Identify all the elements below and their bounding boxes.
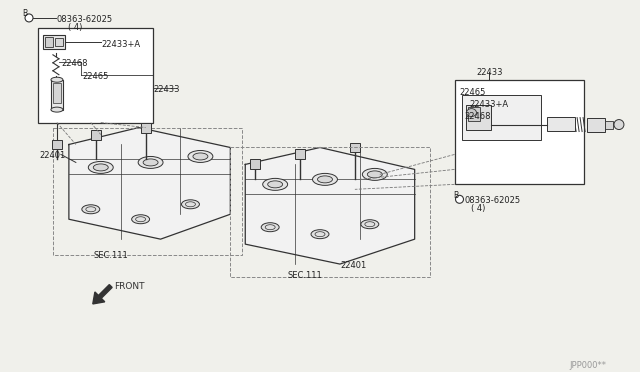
Bar [230, 147, 429, 277]
Bar [547, 116, 575, 131]
Bar [55, 38, 63, 46]
Circle shape [614, 119, 624, 129]
Ellipse shape [361, 220, 379, 229]
Text: 08363-62025: 08363-62025 [57, 15, 113, 24]
Bar [350, 142, 360, 153]
Text: ( 4): ( 4) [68, 23, 83, 32]
Ellipse shape [312, 173, 337, 185]
Bar [53, 128, 243, 255]
Text: 08363-62025: 08363-62025 [465, 196, 520, 205]
Text: SEC.111: SEC.111 [287, 271, 323, 280]
Ellipse shape [268, 181, 283, 188]
Text: 22468: 22468 [465, 112, 491, 121]
Ellipse shape [261, 223, 279, 232]
Bar [52, 140, 62, 150]
Bar [43, 35, 65, 49]
Bar [295, 150, 305, 160]
Bar [587, 118, 605, 132]
Ellipse shape [132, 215, 150, 224]
Ellipse shape [193, 153, 208, 160]
Text: 22465: 22465 [83, 72, 109, 81]
Ellipse shape [143, 159, 158, 166]
Ellipse shape [51, 107, 63, 112]
Circle shape [25, 14, 33, 22]
Ellipse shape [367, 171, 382, 178]
Text: JPP000**: JPP000** [569, 361, 606, 370]
Text: 22433+A: 22433+A [102, 40, 141, 49]
Text: 22433: 22433 [154, 85, 180, 94]
Bar [605, 121, 613, 129]
Bar [141, 122, 150, 132]
Ellipse shape [138, 157, 163, 169]
FancyArrow shape [93, 285, 112, 304]
Ellipse shape [93, 164, 108, 171]
Text: SEC.111: SEC.111 [93, 251, 128, 260]
Text: B: B [453, 191, 458, 200]
Ellipse shape [317, 176, 332, 183]
Text: B: B [22, 9, 28, 19]
Polygon shape [69, 128, 230, 239]
Text: 22468: 22468 [61, 59, 88, 68]
Ellipse shape [311, 230, 329, 239]
Bar [461, 94, 541, 140]
Bar [45, 37, 53, 47]
Bar [38, 28, 152, 122]
Ellipse shape [51, 77, 63, 82]
Circle shape [456, 195, 463, 203]
Ellipse shape [362, 169, 387, 180]
Polygon shape [245, 147, 415, 264]
Bar [53, 83, 61, 103]
Bar [250, 160, 260, 169]
Text: 22401: 22401 [340, 261, 366, 270]
Text: 22465: 22465 [460, 88, 486, 97]
Bar [91, 129, 100, 140]
Bar [454, 80, 584, 185]
Ellipse shape [262, 179, 287, 190]
Text: 22433+A: 22433+A [470, 100, 509, 109]
Ellipse shape [182, 200, 200, 209]
Ellipse shape [88, 161, 113, 173]
Bar [468, 107, 481, 121]
Ellipse shape [467, 109, 476, 116]
Text: 22433: 22433 [476, 68, 502, 77]
Text: FRONT: FRONT [114, 282, 144, 291]
Ellipse shape [82, 205, 100, 214]
Bar [467, 105, 492, 129]
Ellipse shape [188, 150, 213, 163]
Text: ( 4): ( 4) [472, 204, 486, 213]
Bar [51, 80, 63, 110]
Text: 22401: 22401 [39, 151, 65, 160]
